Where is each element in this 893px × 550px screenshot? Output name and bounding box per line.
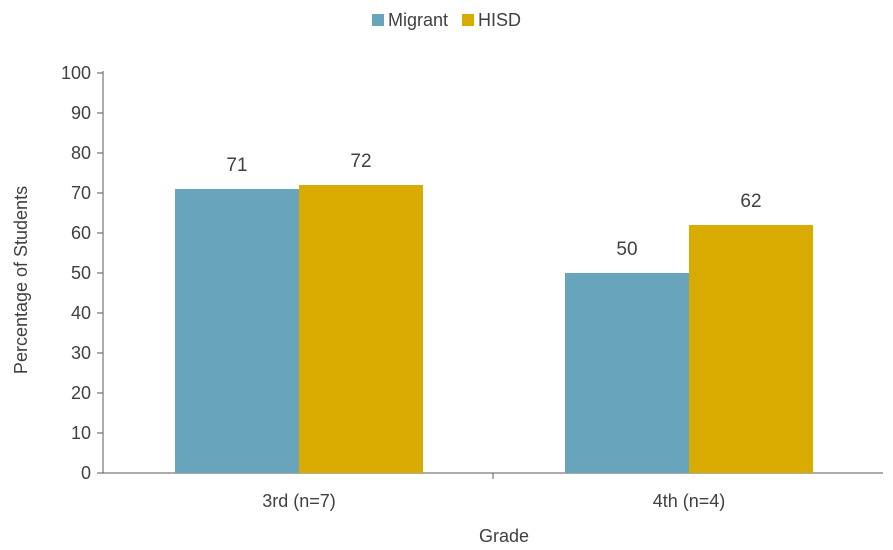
bar-hisd — [689, 225, 813, 473]
data-label: 62 — [740, 191, 761, 212]
x-axis: 3rd (n=7) 4th (n=4) — [103, 472, 883, 511]
data-label: 50 — [616, 239, 637, 260]
y-tick-label: 0 — [81, 463, 91, 483]
y-tick-label: 30 — [71, 343, 91, 363]
x-axis-label: Grade — [479, 526, 529, 546]
y-tick-label: 40 — [71, 303, 91, 323]
legend: Migrant HISD — [371, 10, 521, 30]
x-tick-label: 4th (n=4) — [653, 491, 726, 511]
data-label: 71 — [226, 155, 247, 176]
y-tick-label: 100 — [61, 63, 91, 83]
y-tick-label: 60 — [71, 223, 91, 243]
y-tick-label: 70 — [71, 183, 91, 203]
legend-swatch-migrant — [371, 14, 384, 26]
y-tick-label: 10 — [71, 423, 91, 443]
y-tick-label: 80 — [71, 143, 91, 163]
data-labels: 71 72 50 62 — [226, 151, 761, 260]
y-tick-label: 50 — [71, 263, 91, 283]
bar-migrant — [565, 273, 689, 473]
legend-label-migrant: Migrant — [388, 10, 448, 30]
y-axis: 0 10 20 30 40 50 60 70 80 90 100 — [61, 63, 104, 483]
bar-migrant — [175, 189, 299, 473]
bars — [175, 185, 813, 473]
x-tick-label: 3rd (n=7) — [262, 491, 336, 511]
legend-swatch-hisd — [462, 14, 475, 26]
y-tick-label: 90 — [71, 103, 91, 123]
bar-hisd — [299, 185, 423, 473]
legend-label-hisd: HISD — [478, 10, 521, 30]
y-axis-label: Percentage of Students — [11, 186, 31, 374]
data-label: 72 — [350, 151, 371, 172]
y-tick-label: 20 — [71, 383, 91, 403]
